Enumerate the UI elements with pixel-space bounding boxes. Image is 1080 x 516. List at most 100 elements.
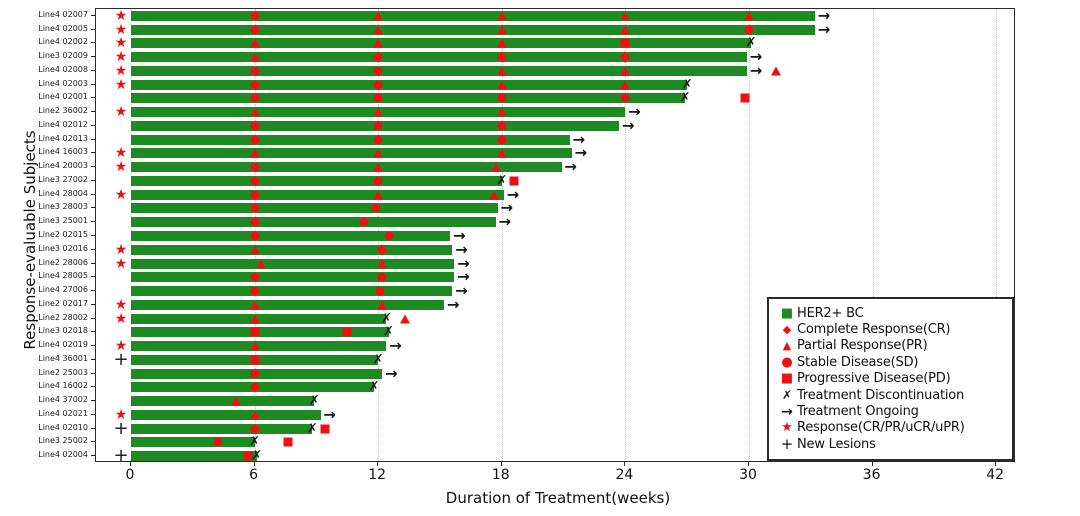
pd-square-marker-icon [243, 451, 253, 461]
y-tick-mark [91, 235, 95, 236]
sd-circle-marker-icon [250, 203, 260, 213]
response-star-icon: ★ [114, 159, 128, 176]
legend-label: Treatment Ongoing [797, 404, 919, 420]
legend-item: ★ Response(CR/PR/uCR/uPR) [777, 420, 1004, 436]
pr-triangle-marker-icon [496, 25, 507, 35]
response-star-icon: ★ [114, 62, 128, 79]
treatment-discontinuation-x-icon: ✗ [383, 324, 394, 340]
treatment-ongoing-arrow-icon: → [628, 102, 641, 121]
swimmer-bar [131, 327, 389, 338]
y-tick-mark [91, 248, 95, 250]
sd-circle-marker-icon [250, 231, 260, 241]
ongoing-arrow-icon: → [781, 403, 793, 420]
new-lesions-plus-icon: + [113, 417, 129, 439]
treatment-ongoing-arrow-icon: → [455, 281, 468, 300]
pr-triangle-marker-icon [249, 38, 260, 48]
pr-triangle-marker-icon [249, 314, 260, 324]
subject-label: Line4 02021 [38, 408, 88, 418]
y-tick-mark [91, 290, 95, 292]
y-tick-mark [91, 83, 95, 85]
y-tick-mark [91, 317, 95, 319]
swimmer-bar [131, 423, 313, 434]
pr-triangle-marker-icon [399, 314, 410, 324]
x-tick-label: 30 [739, 467, 757, 483]
pr-triangle-marker-icon [373, 162, 384, 172]
sd-circle-marker-icon [250, 80, 260, 90]
subject-label: Line2 02017 [38, 298, 88, 308]
cr-diamond-icon: ◆ [782, 323, 792, 337]
response-star-icon: ★ [114, 49, 128, 66]
y-tick-mark [91, 413, 95, 415]
treatment-discontinuation-x-icon: ✗ [251, 448, 263, 464]
x-tick-label: 18 [491, 467, 510, 483]
legend-item: ■ HER2+ BC [777, 305, 1004, 321]
pr-triangle-marker-icon [373, 25, 384, 35]
swimmer-bar [131, 396, 315, 407]
treatment-discontinuation-x-icon: ✗ [372, 352, 384, 368]
pd-square-marker-icon [250, 327, 260, 337]
pd-square-marker-icon [283, 437, 293, 447]
x-tick-mark [748, 462, 749, 466]
pr-triangle-marker-icon [231, 396, 242, 406]
subject-label: Line3 25002 [38, 436, 88, 446]
swimmer-bar [131, 409, 321, 420]
pd-square-marker-icon [740, 93, 750, 103]
x-axis-title: Duration of Treatment(weeks) [445, 489, 671, 507]
subject-label: Line2 25003 [38, 367, 88, 377]
subject-label: Line4 02010 [38, 422, 88, 432]
subject-label: Line4 27006 [38, 285, 88, 295]
legend-item: → Treatment Ongoing [777, 403, 1004, 419]
subject-label: Line4 16002 [38, 381, 88, 391]
y-tick-mark [91, 276, 95, 278]
plot-area: ★ → ★ → ★ ✗ ★ → ★ → ★ ✗ ✗ ★ → → → ★ → ★ → ✗ ★ → → → → ★ → ★ → → → ★ → ★ ✗ ✗ ★ →… [95, 7, 1015, 465]
treatment-discontinuation-x-icon: ✗ [679, 90, 691, 106]
sd-circle-marker-icon [373, 121, 383, 131]
x-tick-label: 24 [615, 467, 634, 483]
pr-triangle-marker-icon [249, 52, 260, 62]
x-tick-label: 42 [986, 467, 1005, 483]
swimmer-bar [131, 244, 453, 255]
pr-triangle-marker-icon [620, 80, 631, 90]
pd-square-marker-icon [342, 327, 352, 337]
response-star-icon: ★ [114, 7, 128, 24]
pr-triangle-marker-icon [496, 66, 507, 76]
pr-triangle-marker-icon [377, 300, 388, 310]
y-tick-mark [91, 56, 95, 58]
y-tick-mark [91, 303, 95, 305]
pr-triangle-marker-icon [249, 245, 260, 255]
x-tick-mark [624, 462, 626, 466]
y-tick-mark [91, 400, 95, 402]
treatment-discontinuation-x-icon: ✗ [745, 35, 757, 51]
response-star-icon: ★ [114, 145, 128, 162]
y-tick-mark [91, 331, 95, 333]
legend-item: + New Lesions [777, 436, 1004, 452]
treatment-discontinuation-x-icon: ✗ [681, 77, 693, 93]
x-tick-label: 0 [125, 467, 135, 483]
swimmer-bar [131, 203, 498, 214]
swimmer-bar [131, 162, 562, 173]
swimmer-bar [131, 437, 255, 448]
sd-circle-marker-icon [373, 93, 383, 103]
treatment-ongoing-arrow-icon: → [446, 295, 460, 314]
legend-item: ✗ Treatment Discontinuation [777, 387, 1004, 403]
treatment-ongoing-arrow-icon: → [457, 267, 470, 286]
subject-label: Line4 02003 [38, 78, 88, 88]
sd-circle-marker-icon [250, 272, 260, 282]
treatment-ongoing-arrow-icon: → [817, 20, 831, 39]
pr-triangle-marker-icon [770, 66, 781, 76]
subject-label: Line2 02015 [38, 230, 88, 239]
y-tick-mark [91, 124, 95, 126]
treatment-discontinuation-x-icon: ✗ [249, 434, 261, 450]
treatment-ongoing-arrow-icon: → [621, 116, 635, 135]
y-tick-mark [91, 111, 95, 113]
y-tick-mark [91, 386, 95, 388]
sd-circle-icon: ● [781, 354, 793, 370]
pr-triangle-marker-icon [620, 66, 631, 76]
pd-square-marker-icon [509, 176, 519, 186]
subject-label: Line4 28004 [38, 188, 88, 198]
subject-label: Line3 02018 [38, 326, 88, 336]
swimmer-bar [131, 134, 570, 145]
pr-triangle-marker-icon [496, 80, 507, 90]
sd-circle-marker-icon [250, 190, 260, 200]
